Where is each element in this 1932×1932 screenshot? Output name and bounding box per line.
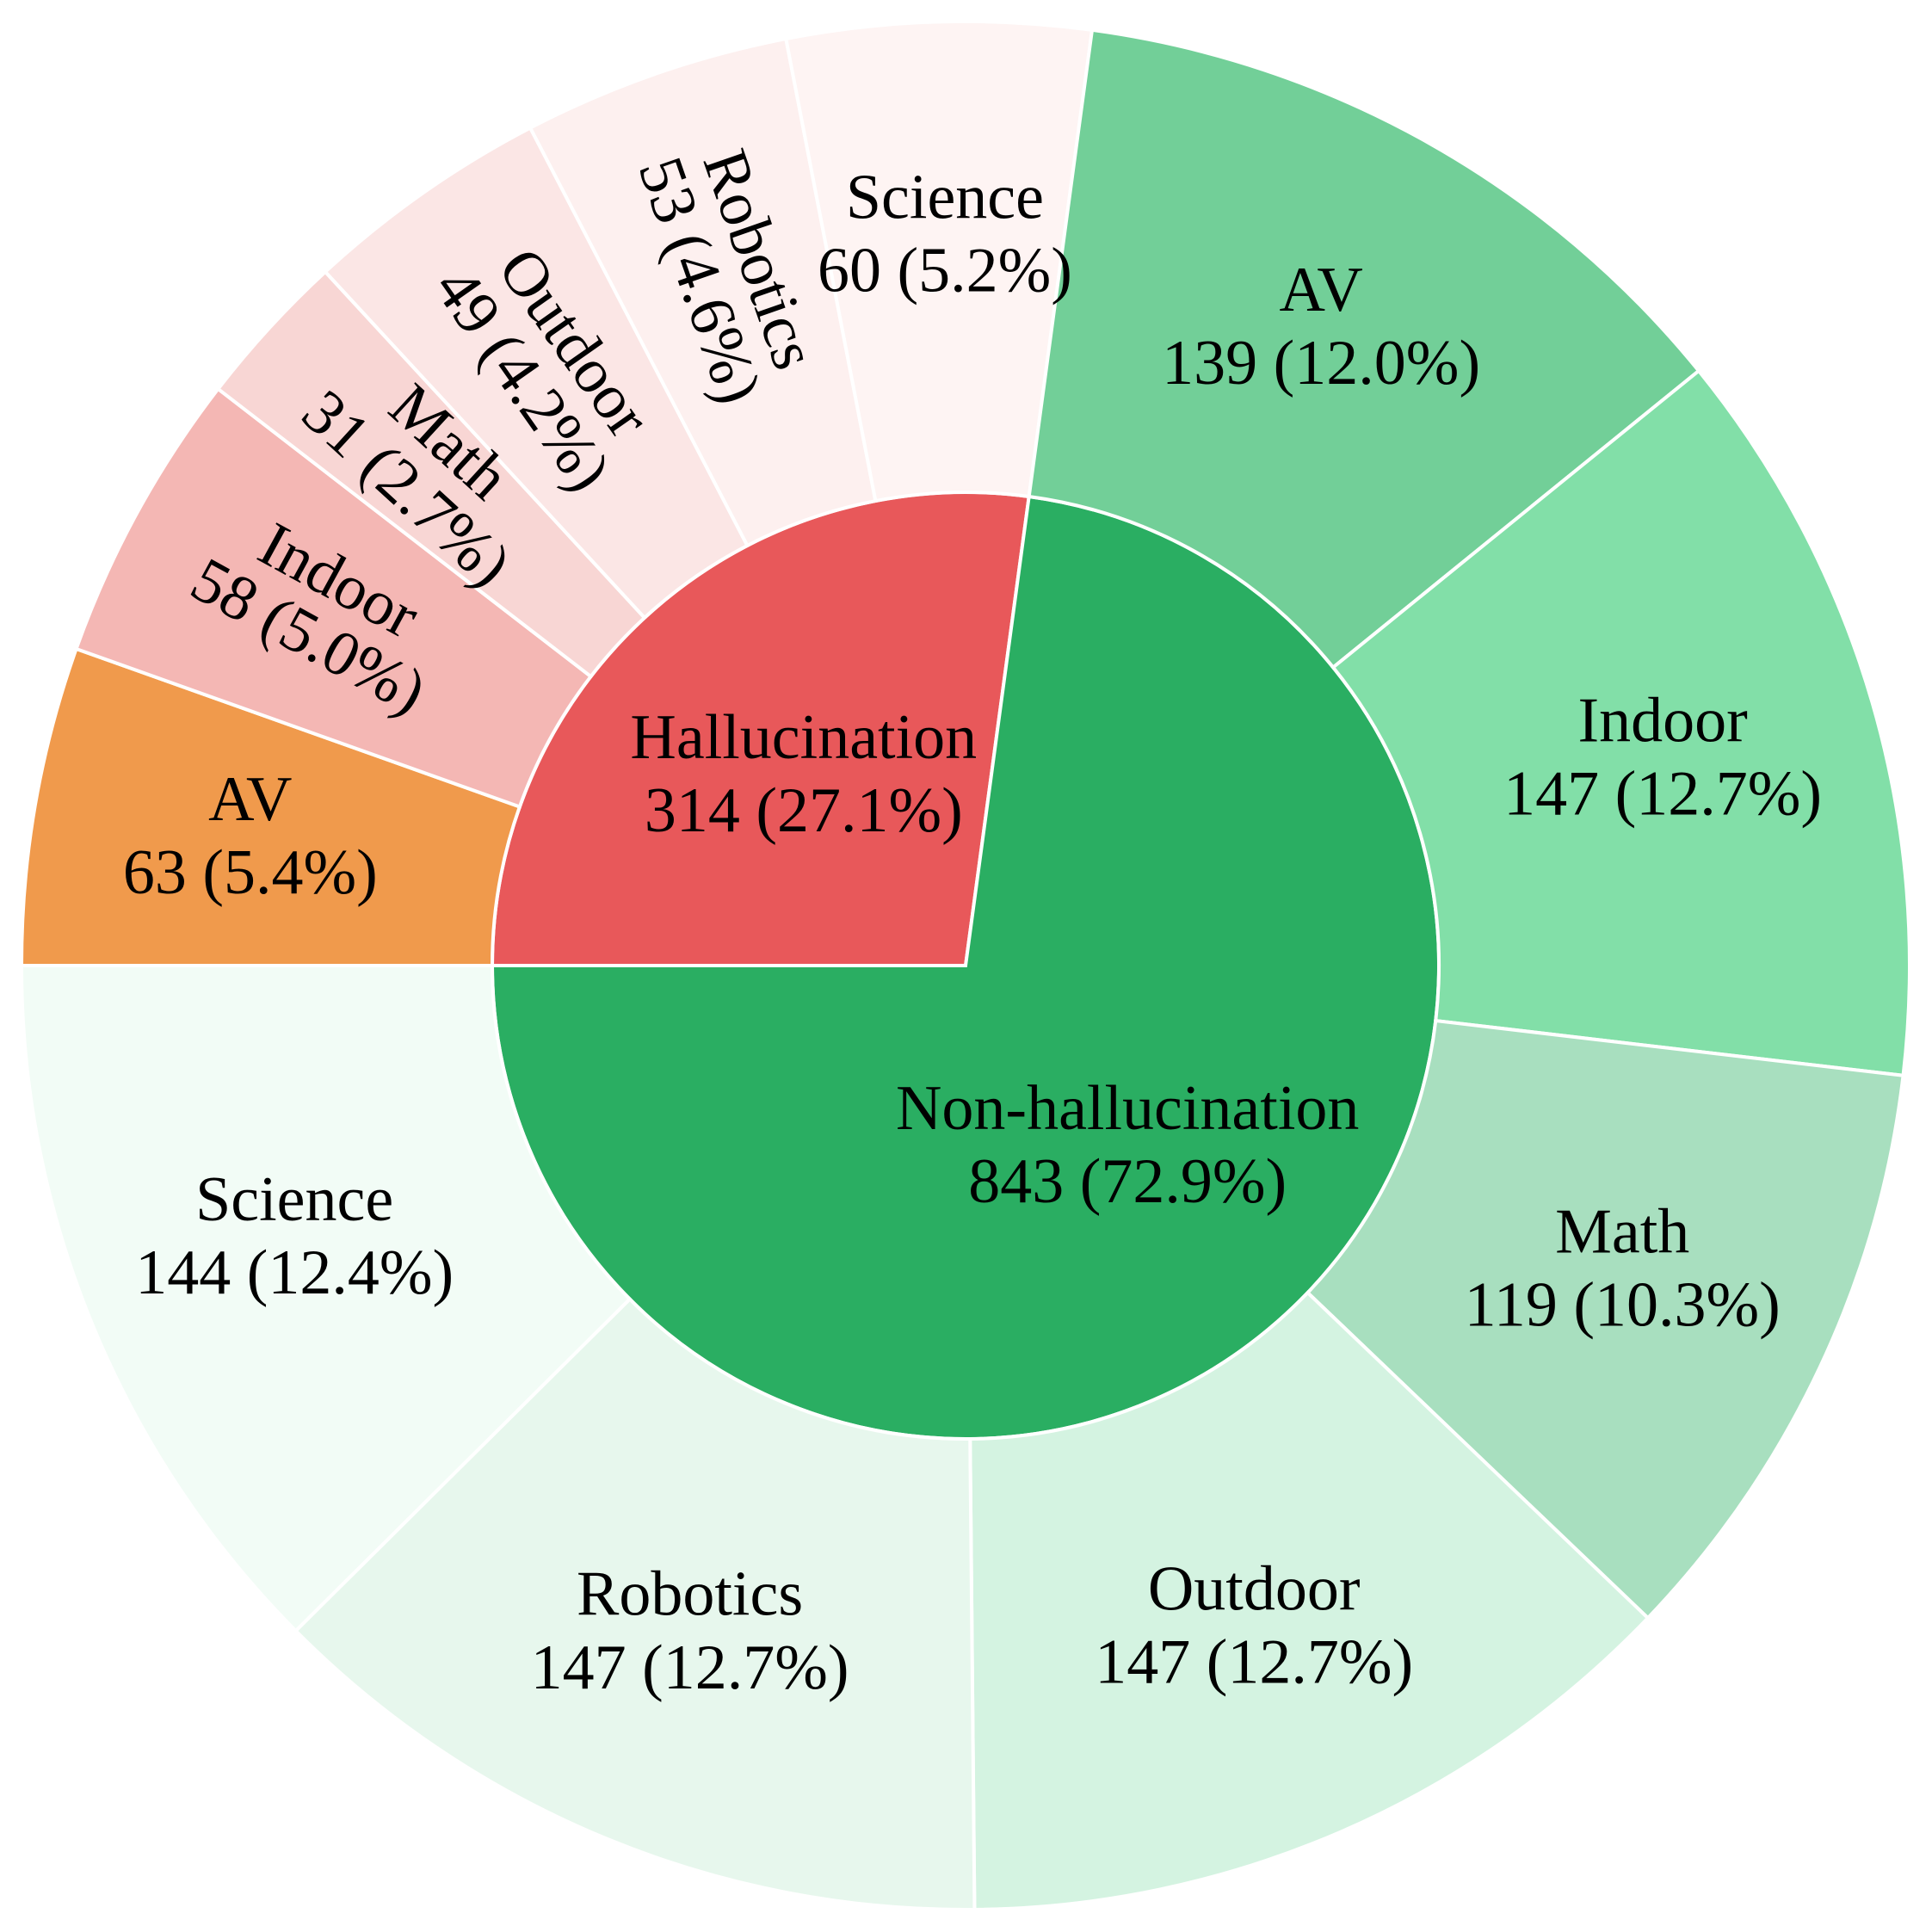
outer-label: AV 63 (5.4%) [123,764,378,908]
outer-label: Outdoor 147 (12.7%) [1095,1553,1413,1697]
outer-label: Indoor 147 (12.7%) [1503,685,1822,829]
outer-label: Science 60 (5.2%) [818,162,1072,306]
outer-label-line: Robotics [577,1559,803,1630]
outer-label-line: AV [208,764,292,835]
outer-label-line: AV [1279,255,1362,325]
outer-segment [1330,368,1911,1078]
inner-label-line: Non-hallucination [896,1073,1359,1144]
outer-label: Math 119 (10.3%) [1465,1197,1781,1341]
outer-label-line: Outdoor [1148,1553,1361,1624]
inner-label-line: Hallucination [630,702,977,773]
outer-label-line: 147 (12.7%) [1503,758,1822,829]
outer-label-line: 63 (5.4%) [123,837,378,908]
outer-label-line: 144 (12.4%) [135,1238,454,1308]
outer-segment [968,1290,1651,1911]
outer-label-line: 139 (12.0%) [1162,328,1480,398]
outer-label-line: 147 (12.7%) [531,1633,849,1703]
outer-label-line: Indoor [1577,685,1747,756]
inner-label-line: 314 (27.1%) [645,775,963,846]
outer-label-line: Science [846,162,1044,232]
outer-segment [293,1296,977,1911]
outer-label: Science 144 (12.4%) [135,1164,454,1308]
outer-label: AV 139 (12.0%) [1162,255,1480,398]
inner-label: Non-hallucination 843 (72.9%) [896,1073,1359,1217]
outer-label-line: Science [195,1164,393,1235]
outer-segment [1027,28,1701,670]
outer-label-line: Math [1555,1197,1689,1268]
outer-label-line: 119 (10.3%) [1465,1270,1781,1341]
outer-segment [1305,1018,1905,1620]
outer-segment [19,964,633,1633]
outer-label-line: 147 (12.7%) [1095,1627,1413,1698]
outer-label-line: 60 (5.2%) [818,235,1072,306]
inner-label-line: 843 (72.9%) [968,1146,1287,1217]
outer-label: Robotics 147 (12.7%) [531,1559,849,1703]
inner-label: Hallucination 314 (27.1%) [630,702,977,846]
